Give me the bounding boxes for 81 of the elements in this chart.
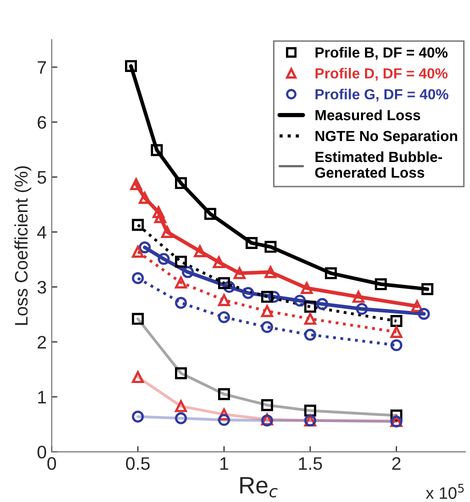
- point: [418, 308, 430, 320]
- point: [132, 246, 144, 258]
- point: [261, 399, 274, 412]
- point: [294, 294, 306, 307]
- x-tick-label: 1: [220, 457, 228, 470]
- y-tick-label: 3: [37, 280, 46, 294]
- point: [218, 388, 230, 400]
- point: [300, 282, 313, 294]
- point: [261, 290, 274, 303]
- point: [261, 321, 274, 334]
- point: [174, 296, 187, 309]
- point: [264, 240, 277, 253]
- point: [304, 312, 316, 325]
- point: [268, 290, 280, 303]
- point: [356, 302, 368, 315]
- point: [352, 290, 364, 303]
- point: [174, 177, 187, 190]
- y-tick-label: 0: [38, 446, 46, 459]
- point: [158, 252, 170, 265]
- point: [194, 245, 206, 258]
- point: [132, 272, 144, 284]
- point: [390, 315, 402, 327]
- point: [223, 280, 236, 293]
- point: [246, 237, 258, 249]
- annotation: NGTE No Separation: [316, 130, 458, 144]
- point: [174, 367, 187, 380]
- point: [304, 328, 316, 341]
- point: [125, 60, 137, 72]
- point: [218, 277, 230, 290]
- point: [218, 414, 230, 426]
- point: [218, 294, 230, 306]
- point: [204, 208, 216, 220]
- point: [374, 278, 387, 290]
- legend-label: Profile D, DF = 40%: [316, 68, 448, 81]
- point: [316, 298, 328, 310]
- text: x 10$^{5}$: [426, 484, 464, 499]
- point: [304, 404, 316, 417]
- point: [264, 266, 277, 278]
- x-tick-label: 2: [392, 457, 400, 470]
- y-tick-label: 4: [37, 226, 46, 239]
- point: [174, 256, 187, 268]
- x-tick-label: 0: [47, 457, 56, 470]
- point: [130, 178, 142, 190]
- point: [132, 312, 144, 325]
- point: [161, 226, 174, 238]
- y-tick-label: 6: [38, 116, 46, 129]
- point: [304, 300, 316, 313]
- x-tick-label: 1.5: [299, 457, 322, 470]
- y-tick-label: 7: [38, 61, 46, 74]
- point: [174, 276, 187, 289]
- point: [234, 267, 246, 280]
- annotation: Measured Loss: [316, 110, 420, 120]
- point: [174, 400, 187, 412]
- point: [212, 256, 225, 268]
- point: [324, 267, 337, 280]
- y-tick-label: 1: [38, 390, 46, 404]
- annotation: Estimated Bubble- Generated Loss: [315, 151, 442, 178]
- point: [138, 192, 151, 204]
- point: [390, 326, 402, 338]
- y-tick-label: 2: [38, 336, 46, 348]
- point: [150, 144, 163, 156]
- legend-label: Profile B, DF = 40%: [316, 46, 448, 60]
- point: [138, 241, 151, 254]
- point: [390, 339, 402, 352]
- point: [132, 371, 144, 384]
- point: [218, 408, 230, 420]
- point: [174, 412, 187, 424]
- point: [132, 410, 144, 423]
- point: [182, 266, 194, 278]
- point: [152, 206, 165, 218]
- point: [242, 287, 254, 299]
- x-tick-label: 0.5: [126, 457, 150, 470]
- legend-label: Profile G, DF = 40%: [316, 88, 448, 102]
- x-axis-title: Re$_{c}$: [240, 477, 278, 498]
- y-tick-label: 5: [38, 171, 46, 184]
- point: [411, 300, 424, 312]
- point: [421, 283, 434, 296]
- y-axis-title: Loss Coefficient (%): [14, 166, 32, 325]
- point: [218, 311, 230, 324]
- point: [132, 218, 144, 231]
- point: [261, 305, 274, 318]
